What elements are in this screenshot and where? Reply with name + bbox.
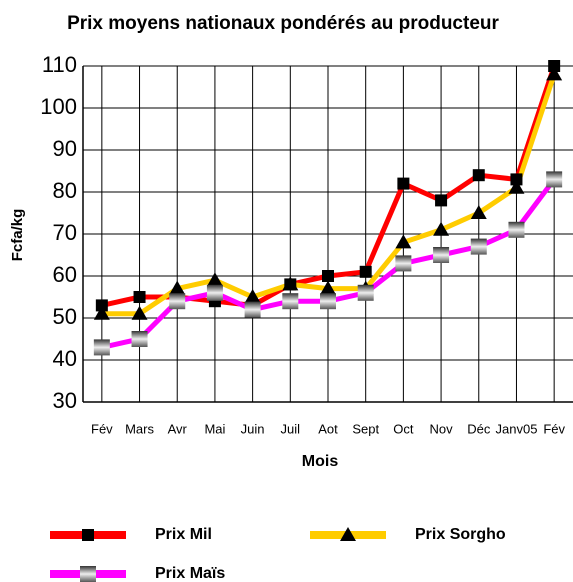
x-tick-label: Oct bbox=[393, 421, 414, 436]
marker bbox=[93, 305, 110, 320]
marker bbox=[169, 293, 186, 310]
y-tick-label: 70 bbox=[53, 220, 77, 245]
x-tick-label: Nov bbox=[430, 421, 454, 436]
x-axis-label: Mois bbox=[302, 453, 339, 470]
marker bbox=[359, 265, 372, 278]
x-tick-label: Mars bbox=[125, 421, 154, 436]
x-tick-label: Mai bbox=[204, 421, 225, 436]
marker bbox=[322, 270, 334, 282]
y-tick-label: 90 bbox=[53, 136, 77, 161]
marker bbox=[169, 280, 186, 295]
x-tick-label: Avr bbox=[168, 421, 188, 436]
x-tick-label: Juin bbox=[241, 421, 265, 436]
marker bbox=[206, 284, 223, 301]
marker bbox=[510, 173, 523, 186]
chart-title: Prix moyens nationaux pondérés au produc… bbox=[67, 13, 499, 34]
marker bbox=[95, 299, 108, 312]
legend-label: Prix Mil bbox=[155, 526, 212, 543]
marker bbox=[395, 234, 412, 249]
marker bbox=[340, 527, 356, 541]
y-tick-label: 80 bbox=[53, 178, 77, 203]
marker bbox=[93, 339, 110, 356]
x-tick-label: Juil bbox=[281, 421, 301, 436]
y-tick-label: 50 bbox=[53, 304, 77, 329]
x-tick-label: Aot bbox=[318, 421, 338, 436]
marker bbox=[397, 177, 410, 190]
marker bbox=[470, 205, 487, 219]
marker bbox=[546, 66, 563, 81]
marker bbox=[80, 566, 96, 582]
x-tick-label: Déc bbox=[467, 421, 491, 436]
marker bbox=[320, 280, 336, 295]
marker bbox=[244, 301, 261, 318]
marker bbox=[320, 293, 336, 310]
marker bbox=[546, 171, 563, 188]
marker bbox=[131, 331, 148, 347]
legend-label: Prix Maïs bbox=[155, 565, 225, 582]
y-axis-label: Fcfa/kg bbox=[9, 209, 26, 262]
marker bbox=[82, 529, 94, 541]
legend-label: Prix Sorgho bbox=[415, 526, 506, 543]
marker bbox=[435, 194, 448, 207]
marker bbox=[433, 221, 450, 236]
y-tick-label: 100 bbox=[40, 94, 77, 119]
marker bbox=[548, 60, 561, 72]
marker bbox=[131, 305, 148, 320]
marker bbox=[395, 255, 412, 272]
marker bbox=[357, 284, 374, 301]
marker bbox=[508, 179, 525, 194]
marker bbox=[508, 221, 525, 238]
marker bbox=[206, 272, 223, 287]
x-tick-label: Janv05 bbox=[496, 421, 538, 436]
marker bbox=[282, 276, 299, 291]
x-tick-label: Sept bbox=[352, 421, 379, 436]
marker bbox=[244, 289, 261, 303]
y-tick-label: 40 bbox=[53, 346, 77, 371]
y-tick-label: 30 bbox=[53, 388, 77, 413]
marker bbox=[282, 293, 299, 310]
y-tick-label: 60 bbox=[53, 262, 77, 287]
marker bbox=[133, 291, 146, 303]
marker bbox=[433, 247, 450, 263]
y-tick-label: 110 bbox=[42, 52, 77, 77]
marker bbox=[472, 169, 485, 182]
marker bbox=[470, 238, 487, 255]
x-tick-label: Fév bbox=[91, 421, 113, 436]
x-tick-label: Fév bbox=[543, 421, 565, 436]
